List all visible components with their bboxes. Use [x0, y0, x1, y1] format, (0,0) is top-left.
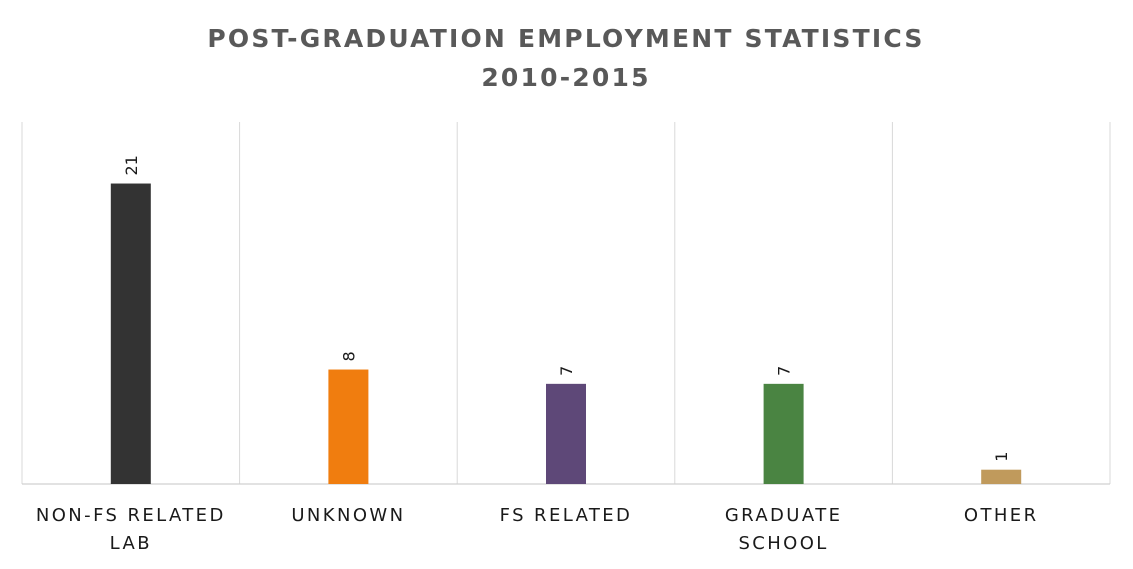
bar: [981, 469, 1022, 484]
bar: [110, 183, 151, 484]
x-tick-label: UNKNOWN: [291, 505, 405, 526]
bar: [763, 383, 804, 484]
data-label: 1: [992, 452, 1011, 462]
data-label: 21: [122, 155, 141, 175]
chart-subtitle: 2010-2015: [481, 63, 650, 92]
bar: [328, 369, 369, 484]
x-tick-label: NON-FS RELATED: [36, 505, 226, 526]
x-tick-label: OTHER: [964, 505, 1039, 526]
chart-title: POST-GRADUATION EMPLOYMENT STATISTICS: [207, 24, 924, 53]
x-tick-label: GRADUATE: [725, 505, 843, 526]
bar: [546, 383, 586, 484]
x-tick-label: LAB: [110, 533, 152, 554]
data-label: 7: [557, 366, 576, 376]
plot-area: 21 NON-FS RELATED LAB 8 UNKNOWN 7 FS RELATED 7 G…: [21, 122, 1111, 554]
data-label: 8: [339, 351, 358, 361]
x-tick-label: SCHOOL: [738, 533, 828, 554]
x-tick-label: FS RELATED: [500, 505, 633, 526]
data-label: 7: [775, 366, 794, 376]
